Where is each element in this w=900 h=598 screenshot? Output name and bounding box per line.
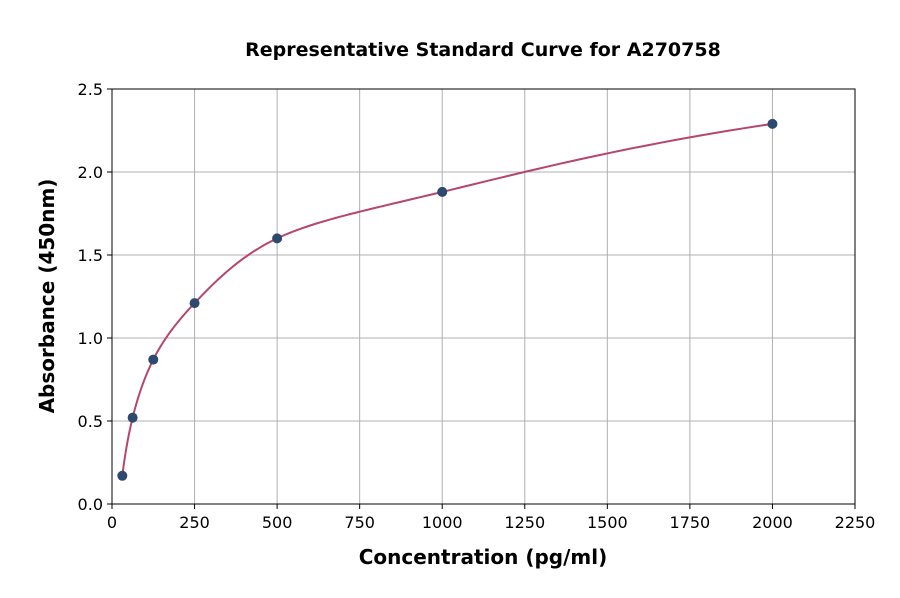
data-point [127, 412, 138, 423]
data-point [272, 233, 283, 244]
x-tick-label: 1250 [504, 513, 545, 532]
x-tick-label: 750 [344, 513, 375, 532]
x-tick-label: 1500 [587, 513, 628, 532]
chart-title: Representative Standard Curve for A27075… [245, 39, 721, 61]
data-point [189, 298, 200, 309]
data-point [437, 186, 448, 197]
data-point [117, 470, 128, 481]
x-tick-label: 1750 [670, 513, 711, 532]
x-tick-label: 2000 [752, 513, 793, 532]
y-tick-label: 1.5 [78, 246, 103, 265]
data-point [148, 354, 159, 365]
x-tick-label: 0 [107, 513, 117, 532]
x-tick-label: 250 [179, 513, 210, 532]
y-axis-label: Absorbance (450nm) [35, 179, 59, 414]
x-tick-label: 2250 [835, 513, 876, 532]
y-tick-label: 1.0 [78, 329, 103, 348]
y-tick-label: 2.0 [78, 163, 103, 182]
x-tick-label: 500 [262, 513, 293, 532]
y-tick-label: 0.5 [78, 412, 103, 431]
plot-frame [111, 88, 856, 505]
fit-curve [121, 122, 773, 476]
x-axis-label: Concentration (pg/ml) [359, 545, 608, 569]
y-tick-label: 0.0 [78, 495, 103, 514]
x-tick-label: 1000 [422, 513, 463, 532]
data-point [767, 118, 778, 129]
y-tick-label: 2.5 [78, 80, 103, 99]
